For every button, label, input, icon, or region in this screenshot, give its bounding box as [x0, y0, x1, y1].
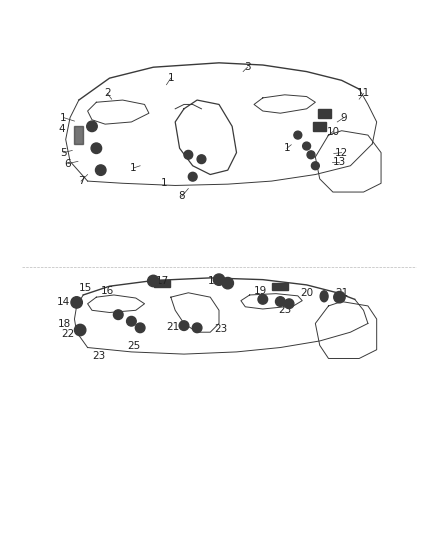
- Circle shape: [179, 321, 189, 330]
- Circle shape: [184, 150, 193, 159]
- Text: 1: 1: [283, 143, 290, 154]
- Text: 14: 14: [57, 297, 70, 308]
- Circle shape: [74, 324, 86, 336]
- Bar: [154, 280, 170, 287]
- Polygon shape: [74, 126, 83, 144]
- Text: 15: 15: [79, 284, 92, 293]
- Text: 22: 22: [61, 329, 74, 340]
- Text: 13: 13: [333, 157, 346, 167]
- Ellipse shape: [320, 291, 328, 302]
- Text: 4: 4: [58, 124, 65, 134]
- Circle shape: [258, 295, 268, 304]
- Bar: [313, 122, 326, 131]
- Circle shape: [91, 143, 102, 154]
- Circle shape: [311, 162, 319, 169]
- Text: 6: 6: [64, 159, 71, 168]
- Text: 1: 1: [161, 178, 168, 188]
- Circle shape: [127, 317, 136, 326]
- Text: 19: 19: [254, 286, 267, 296]
- Text: 2: 2: [104, 88, 111, 99]
- Circle shape: [276, 297, 285, 306]
- Circle shape: [294, 131, 302, 139]
- Text: 23: 23: [215, 324, 228, 334]
- Circle shape: [87, 121, 97, 132]
- Text: 25: 25: [127, 341, 140, 351]
- Circle shape: [71, 297, 82, 308]
- Text: 12: 12: [335, 148, 348, 158]
- Circle shape: [135, 323, 145, 333]
- Text: 8: 8: [178, 191, 185, 201]
- Text: 1: 1: [130, 163, 137, 173]
- Circle shape: [113, 310, 123, 319]
- Text: 20: 20: [300, 288, 313, 298]
- Circle shape: [303, 142, 311, 150]
- Text: 16: 16: [101, 286, 114, 296]
- Circle shape: [284, 299, 294, 309]
- Text: 10: 10: [326, 127, 339, 136]
- Circle shape: [334, 292, 345, 303]
- Text: 1: 1: [60, 112, 67, 123]
- Text: 23: 23: [92, 351, 105, 361]
- Circle shape: [148, 275, 159, 287]
- Circle shape: [188, 172, 197, 181]
- Text: 21: 21: [166, 322, 180, 332]
- Circle shape: [307, 151, 315, 159]
- Text: 7: 7: [78, 176, 85, 186]
- Text: 23: 23: [278, 305, 291, 316]
- Circle shape: [222, 278, 233, 289]
- Text: 21: 21: [335, 288, 348, 298]
- Text: 9: 9: [340, 112, 347, 123]
- Bar: [272, 282, 288, 290]
- Text: 17: 17: [155, 276, 169, 286]
- Circle shape: [213, 274, 225, 285]
- Circle shape: [192, 323, 202, 333]
- Text: 11: 11: [357, 88, 370, 99]
- Text: 5: 5: [60, 148, 67, 158]
- Circle shape: [197, 155, 206, 164]
- Text: 3: 3: [244, 62, 251, 72]
- Bar: [318, 109, 331, 118]
- Text: 18: 18: [58, 319, 71, 329]
- Circle shape: [95, 165, 106, 175]
- Text: 1: 1: [167, 73, 174, 83]
- Text: 18: 18: [208, 276, 221, 286]
